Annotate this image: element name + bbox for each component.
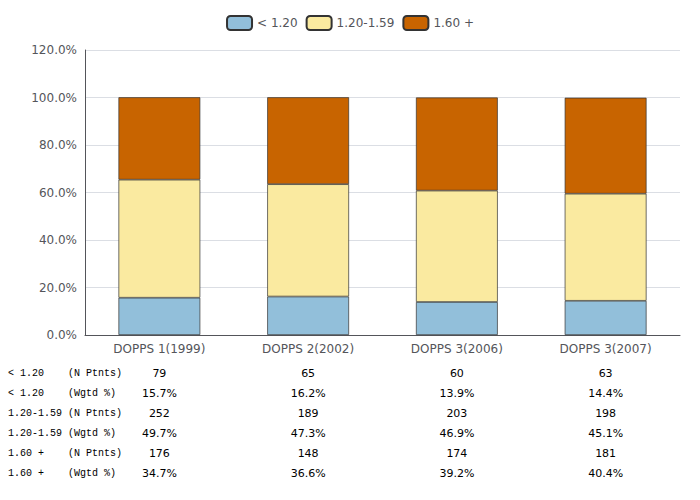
svg-text:176: 176 <box>149 447 170 460</box>
svg-text:65: 65 <box>301 367 315 380</box>
svg-text:148: 148 <box>298 447 319 460</box>
svg-text:198: 198 <box>595 407 616 420</box>
svg-text:1.20-1.59: 1.20-1.59 <box>337 16 395 30</box>
svg-text:100.0%: 100.0% <box>31 91 77 105</box>
svg-text:15.7%: 15.7% <box>142 387 177 400</box>
svg-text:174: 174 <box>446 447 467 460</box>
svg-text:1.60 + (N Ptnts): 1.60 + (N Ptnts) <box>8 448 122 459</box>
svg-text:1.60 +: 1.60 + <box>433 16 474 30</box>
svg-text:40.4%: 40.4% <box>588 467 623 480</box>
svg-text:39.2%: 39.2% <box>439 467 474 480</box>
svg-text:63: 63 <box>599 367 613 380</box>
svg-text:1.60 + (Wgtd %): 1.60 + (Wgtd %) <box>8 468 116 479</box>
svg-text:60.0%: 60.0% <box>39 186 77 200</box>
svg-text:60: 60 <box>450 367 464 380</box>
svg-text:36.6%: 36.6% <box>291 467 326 480</box>
svg-text:16.2%: 16.2% <box>291 387 326 400</box>
svg-text:181: 181 <box>595 447 616 460</box>
svg-text:80.0%: 80.0% <box>39 138 77 152</box>
svg-text:1.20-1.59 (N Ptnts): 1.20-1.59 (N Ptnts) <box>8 408 122 419</box>
svg-text:DOPPS 1(1999): DOPPS 1(1999) <box>113 342 205 356</box>
svg-text:49.7%: 49.7% <box>142 427 177 440</box>
svg-text:79: 79 <box>152 367 166 380</box>
svg-text:13.9%: 13.9% <box>439 387 474 400</box>
svg-text:203: 203 <box>446 407 467 420</box>
svg-text:< 1.20 (Wgtd %): < 1.20 (Wgtd %) <box>8 388 116 399</box>
svg-text:120.0%: 120.0% <box>31 43 77 57</box>
svg-text:< 1.20: < 1.20 <box>257 16 298 30</box>
svg-text:20.0%: 20.0% <box>39 281 77 295</box>
svg-text:252: 252 <box>149 407 170 420</box>
svg-text:40.0%: 40.0% <box>39 233 77 247</box>
svg-text:DOPPS 3(2006): DOPPS 3(2006) <box>411 342 503 356</box>
svg-text:45.1%: 45.1% <box>588 427 623 440</box>
svg-text:14.4%: 14.4% <box>588 387 623 400</box>
svg-text:0.0%: 0.0% <box>47 328 78 342</box>
svg-text:< 1.20 (N Ptnts): < 1.20 (N Ptnts) <box>8 368 122 379</box>
svg-text:DOPPS 2(2002): DOPPS 2(2002) <box>262 342 354 356</box>
svg-text:189: 189 <box>298 407 319 420</box>
svg-text:1.20-1.59 (Wgtd %): 1.20-1.59 (Wgtd %) <box>8 428 116 439</box>
svg-text:DOPPS 3(2007): DOPPS 3(2007) <box>560 342 652 356</box>
svg-text:47.3%: 47.3% <box>291 427 326 440</box>
svg-text:34.7%: 34.7% <box>142 467 177 480</box>
svg-text:46.9%: 46.9% <box>439 427 474 440</box>
